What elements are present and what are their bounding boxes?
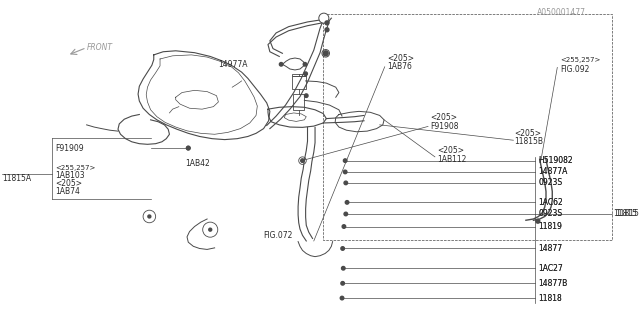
Text: 14877A: 14877A <box>538 167 568 176</box>
Circle shape <box>301 159 304 162</box>
Text: 0923S: 0923S <box>538 210 563 219</box>
Circle shape <box>344 181 348 185</box>
Text: FIG.092: FIG.092 <box>560 65 589 74</box>
Text: 14877: 14877 <box>538 244 563 253</box>
Text: <205>: <205> <box>387 53 414 62</box>
Text: F91908: F91908 <box>431 122 459 131</box>
Text: 1AC27: 1AC27 <box>538 264 563 273</box>
Circle shape <box>186 146 190 150</box>
Circle shape <box>325 21 329 25</box>
Circle shape <box>186 146 190 150</box>
Circle shape <box>342 267 345 270</box>
Text: 1AB76: 1AB76 <box>387 62 412 71</box>
Text: 1AB74: 1AB74 <box>55 187 80 196</box>
Text: A050001477: A050001477 <box>536 8 586 17</box>
Circle shape <box>344 170 347 174</box>
Bar <box>292 76 306 89</box>
Circle shape <box>319 13 329 23</box>
Text: 14977A: 14977A <box>218 60 248 69</box>
Circle shape <box>325 28 329 32</box>
Text: 1AB42: 1AB42 <box>185 159 210 168</box>
Bar <box>323 14 612 240</box>
Text: 11819: 11819 <box>538 222 563 231</box>
Text: 11819: 11819 <box>538 222 563 231</box>
Text: 0923S: 0923S <box>538 179 563 188</box>
Text: <255,257>: <255,257> <box>560 57 600 63</box>
Text: 11818: 11818 <box>538 293 562 303</box>
Text: H519082: H519082 <box>538 156 573 165</box>
Text: 0923S: 0923S <box>538 210 563 219</box>
Circle shape <box>340 296 344 300</box>
Circle shape <box>341 247 344 250</box>
Circle shape <box>341 282 344 285</box>
Text: <205>: <205> <box>431 113 458 122</box>
Text: 11815A: 11815A <box>2 174 31 183</box>
Circle shape <box>346 201 349 204</box>
Text: <255,257>: <255,257> <box>55 165 95 171</box>
Text: <205>: <205> <box>55 179 82 188</box>
Text: 14877A: 14877A <box>538 167 568 176</box>
Text: 11815: 11815 <box>615 210 639 219</box>
Text: 0923S: 0923S <box>538 179 563 188</box>
Text: 14877B: 14877B <box>538 279 568 288</box>
Circle shape <box>209 228 212 231</box>
Circle shape <box>303 62 307 66</box>
Text: 1AC62: 1AC62 <box>538 198 563 207</box>
Text: FIG.072: FIG.072 <box>264 231 293 240</box>
Text: <205>: <205> <box>515 129 541 138</box>
Text: 11818: 11818 <box>538 293 562 303</box>
Circle shape <box>148 215 151 218</box>
Text: 1AB112: 1AB112 <box>437 155 467 164</box>
Circle shape <box>305 94 308 97</box>
Text: H519082: H519082 <box>538 156 573 165</box>
Bar <box>293 94 305 110</box>
Circle shape <box>323 51 328 56</box>
Circle shape <box>342 225 346 228</box>
Circle shape <box>280 62 283 66</box>
Circle shape <box>304 72 307 76</box>
Text: 1AC62: 1AC62 <box>538 198 563 207</box>
Circle shape <box>344 159 347 162</box>
Bar <box>292 74 306 76</box>
Text: F91909: F91909 <box>55 144 84 153</box>
Circle shape <box>536 219 540 223</box>
Text: 11815: 11815 <box>613 210 637 219</box>
Text: 14877B: 14877B <box>538 279 568 288</box>
Circle shape <box>344 212 348 216</box>
Text: 14877: 14877 <box>538 244 563 253</box>
Text: 11815B: 11815B <box>515 137 543 146</box>
Text: 1AC27: 1AC27 <box>538 264 563 273</box>
Text: FRONT: FRONT <box>86 43 113 52</box>
Text: 1AB103: 1AB103 <box>55 171 85 180</box>
Text: <205>: <205> <box>437 146 465 155</box>
